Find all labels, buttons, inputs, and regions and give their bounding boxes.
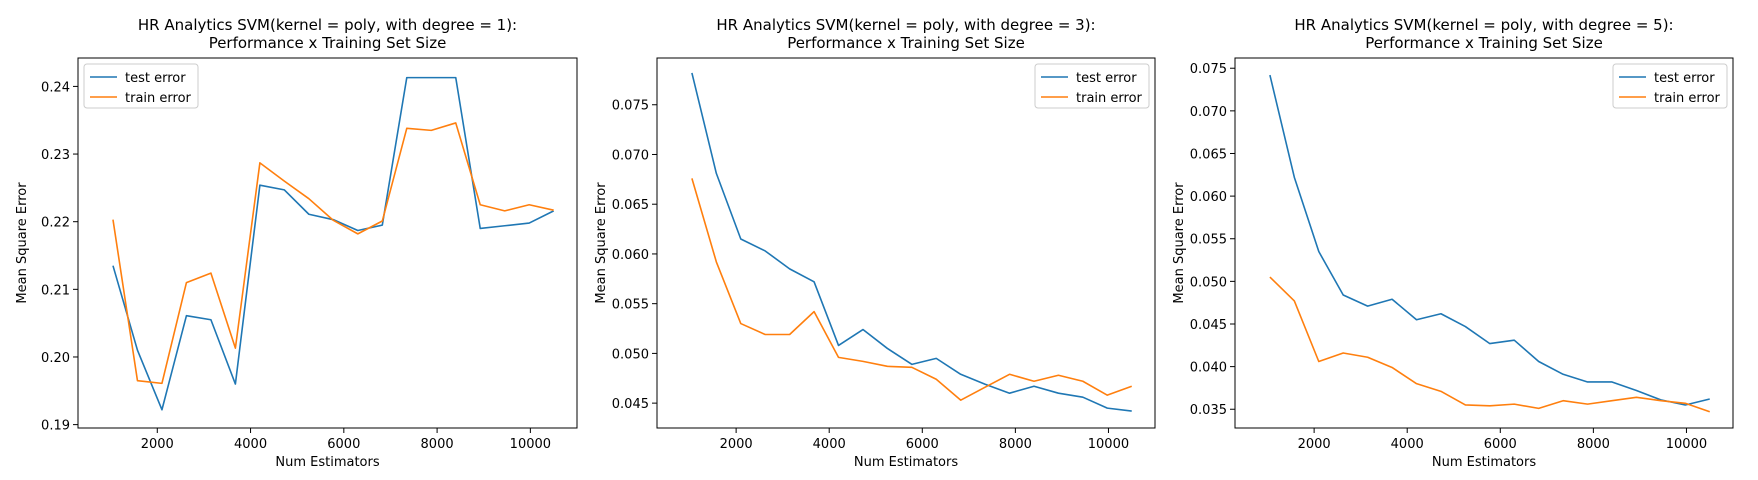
y-tick-label: 0.065	[1190, 147, 1227, 162]
series-line-test-error	[112, 76, 555, 411]
chart-2: HR Analytics SVM(kernel = poly, with deg…	[594, 16, 1156, 470]
y-tick-label: 0.055	[612, 298, 649, 313]
y-tick-label: 0.070	[612, 148, 649, 163]
legend: test error train error	[83, 63, 199, 109]
x-tick-label: 2000	[141, 437, 174, 452]
x-tick-label: 4000	[234, 437, 267, 452]
chart-title: HR Analytics SVM(kernel = poly, with deg…	[716, 16, 1095, 34]
x-axis-label: Num Estimators	[1432, 455, 1536, 470]
x-tick-label: 6000	[1484, 437, 1517, 452]
legend-label: train error	[125, 91, 192, 106]
y-tick-label: 0.23	[41, 148, 70, 163]
plot-frame	[656, 57, 1156, 429]
x-tick-label: 10000	[510, 437, 551, 452]
chart-1: HR Analytics SVM(kernel = poly, with deg…	[15, 16, 578, 470]
y-tick-label: 0.060	[612, 248, 649, 263]
legend-label: test error	[1654, 71, 1715, 86]
series-line-test-error	[1269, 74, 1710, 406]
legend: test error train error	[1612, 63, 1728, 109]
legend-label: train error	[1654, 91, 1721, 106]
series-line-train-error	[112, 122, 554, 385]
y-tick-label: 0.21	[41, 283, 70, 298]
plot-frame	[1234, 57, 1734, 429]
y-axis-label: Mean Square Error	[1172, 182, 1187, 304]
x-tick-label: 8000	[1577, 437, 1610, 452]
x-tick-label: 4000	[813, 437, 846, 452]
x-tick-label: 10000	[1666, 437, 1707, 452]
x-axis-label: Num Estimators	[854, 455, 958, 470]
y-tick-label: 0.20	[41, 351, 70, 366]
chart-subtitle: Performance x Training Set Size	[209, 34, 447, 52]
y-tick-label: 0.24	[41, 80, 70, 95]
x-tick-label: 6000	[906, 437, 939, 452]
y-axis-label: Mean Square Error	[15, 182, 30, 304]
y-tick-label: 0.055	[1190, 233, 1227, 248]
chart-subtitle: Performance x Training Set Size	[1365, 34, 1603, 52]
y-tick-label: 0.075	[1190, 62, 1227, 77]
x-tick-label: 2000	[1298, 437, 1331, 452]
y-tick-label: 0.22	[41, 216, 70, 231]
series-line-test-error	[691, 72, 1132, 412]
x-tick-label: 2000	[720, 437, 753, 452]
chart-title: HR Analytics SVM(kernel = poly, with deg…	[138, 16, 517, 34]
x-tick-label: 8000	[421, 437, 454, 452]
legend-label: test error	[1076, 71, 1137, 86]
chart-3: HR Analytics SVM(kernel = poly, with deg…	[1172, 16, 1734, 470]
y-tick-label: 0.075	[612, 99, 649, 114]
chart-subtitle: Performance x Training Set Size	[787, 34, 1025, 52]
y-tick-label: 0.050	[612, 347, 649, 362]
x-tick-label: 10000	[1088, 437, 1129, 452]
y-tick-label: 0.035	[1190, 403, 1227, 418]
x-tick-label: 4000	[1391, 437, 1424, 452]
x-tick-label: 6000	[327, 437, 360, 452]
series-line-train-error	[1269, 276, 1710, 413]
plot-frame	[77, 57, 578, 429]
y-tick-label: 0.060	[1190, 190, 1227, 205]
y-tick-label: 0.040	[1190, 361, 1227, 376]
y-tick-label: 0.045	[612, 397, 649, 412]
legend-label: test error	[125, 71, 186, 86]
y-tick-label: 0.065	[612, 198, 649, 213]
legend-label: train error	[1076, 91, 1143, 106]
y-axis-label: Mean Square Error	[594, 182, 609, 304]
y-tick-label: 0.19	[41, 419, 70, 434]
y-tick-label: 0.070	[1190, 105, 1227, 120]
legend: test error train error	[1034, 63, 1150, 109]
series-line-train-error	[691, 178, 1133, 401]
x-tick-label: 8000	[999, 437, 1032, 452]
x-axis-label: Num Estimators	[275, 455, 379, 470]
chart-title: HR Analytics SVM(kernel = poly, with deg…	[1294, 16, 1673, 34]
y-tick-label: 0.045	[1190, 318, 1227, 333]
y-tick-label: 0.050	[1190, 275, 1227, 290]
